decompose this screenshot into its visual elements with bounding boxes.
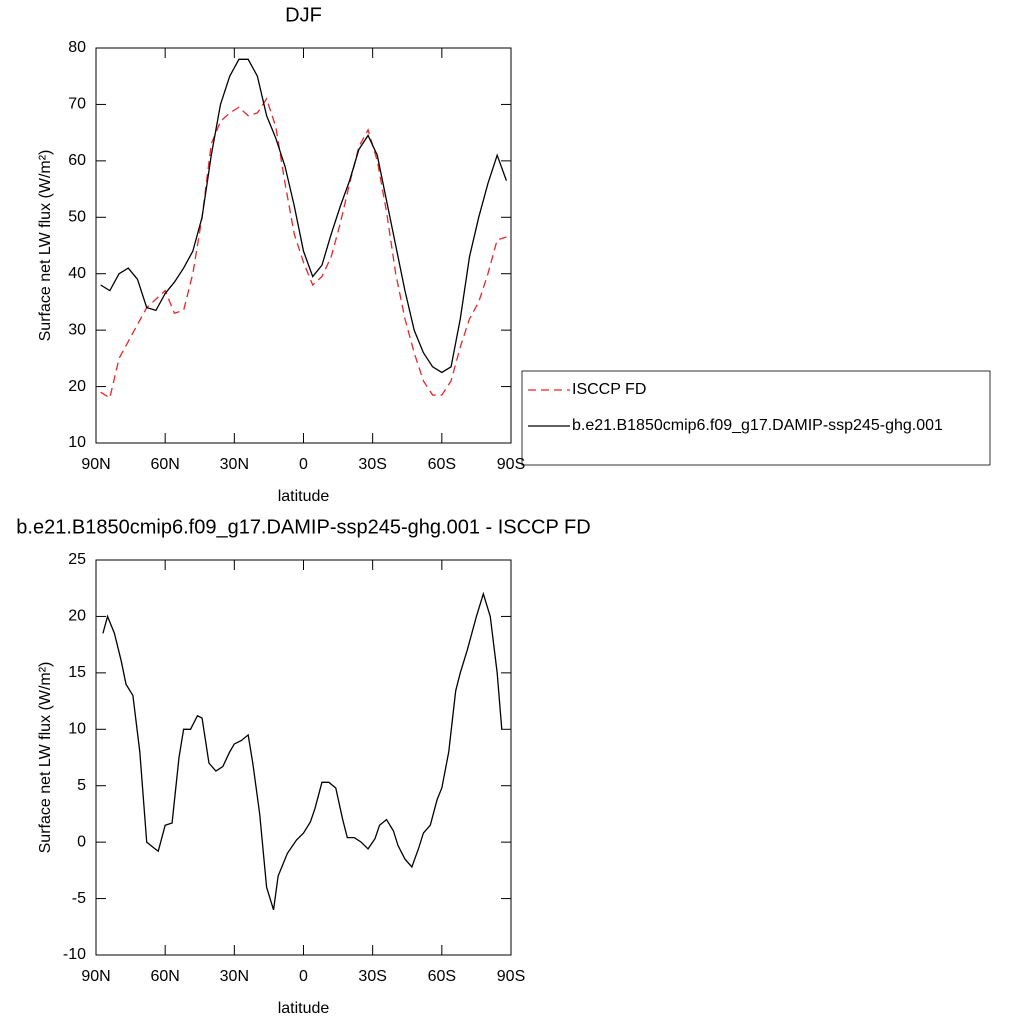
y-tick-label: 20 xyxy=(68,608,86,625)
y-tick-label: 50 xyxy=(68,209,86,226)
y-tick-label: 0 xyxy=(77,833,86,850)
x-tick-label: 30N xyxy=(220,456,249,473)
y-tick-label: 10 xyxy=(68,434,86,451)
x-tick-label: 60S xyxy=(428,456,456,473)
y-tick-label: 20 xyxy=(68,378,86,395)
plot-frame xyxy=(95,559,512,956)
y-axis-label: Surface net LW flux (W/m²) xyxy=(37,150,54,342)
x-tick-label: 30S xyxy=(358,456,386,473)
y-tick-label: 10 xyxy=(68,721,86,738)
y-axis-label: Surface net LW flux (W/m²) xyxy=(37,662,54,854)
y-tick-label: 60 xyxy=(68,152,86,169)
y-tick-label: 70 xyxy=(68,96,86,113)
x-axis-label: latitude xyxy=(278,488,330,505)
x-tick-label: 30S xyxy=(358,968,386,985)
y-tick-label: 40 xyxy=(68,265,86,282)
x-tick-label: 60N xyxy=(150,968,179,985)
data-line xyxy=(100,97,507,399)
x-tick-label: 90N xyxy=(81,456,110,473)
data-line xyxy=(102,591,503,911)
legend-label: b.e21.B1850cmip6.f09_g17.DAMIP-ssp245-gh… xyxy=(572,417,943,434)
x-axis-label: latitude xyxy=(278,1000,330,1017)
x-tick-label: 0 xyxy=(299,968,308,985)
y-tick-label: 25 xyxy=(68,551,86,568)
y-tick-label: 5 xyxy=(77,777,86,794)
y-tick-label: 15 xyxy=(68,664,86,681)
legend-box xyxy=(521,370,991,466)
y-tick-label: 30 xyxy=(68,321,86,338)
chart-title: DJF xyxy=(285,4,322,26)
x-tick-label: 0 xyxy=(299,456,308,473)
chart-title: b.e21.B1850cmip6.f09_g17.DAMIP-ssp245-gh… xyxy=(16,516,590,538)
x-tick-label: 30N xyxy=(220,968,249,985)
x-tick-label: 60N xyxy=(150,456,179,473)
y-tick-label: -5 xyxy=(72,890,86,907)
y-tick-label: 80 xyxy=(68,39,86,56)
data-line xyxy=(100,58,508,374)
x-tick-label: 90S xyxy=(497,456,525,473)
y-tick-label: -10 xyxy=(63,946,86,963)
x-tick-label: 90S xyxy=(497,968,525,985)
x-tick-label: 90N xyxy=(81,968,110,985)
x-tick-label: 60S xyxy=(428,968,456,985)
legend-label: ISCCP FD xyxy=(572,381,646,398)
